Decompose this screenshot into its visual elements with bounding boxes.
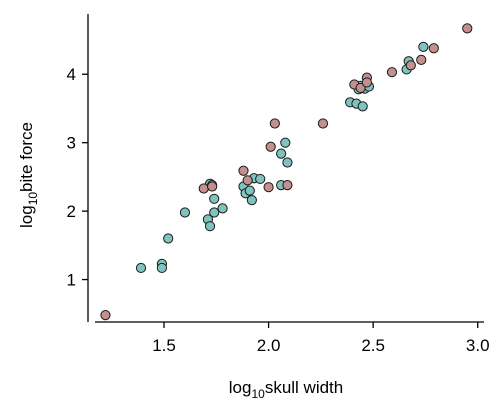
data-point — [135, 262, 147, 274]
data-point — [265, 141, 276, 152]
data-point — [238, 165, 249, 176]
y-axis-title-suffix: bite force — [17, 122, 36, 192]
x-tick-label: 2.0 — [257, 336, 281, 355]
x-axis-title-prefix: log — [229, 378, 252, 397]
y-tick-label: 1 — [67, 271, 76, 290]
data-point — [263, 182, 274, 193]
data-point — [244, 185, 255, 196]
y-tick-label: 3 — [67, 134, 76, 153]
data-point — [255, 173, 266, 185]
y-tick-label: 4 — [67, 65, 76, 84]
data-point — [428, 43, 439, 54]
data-point — [269, 118, 280, 129]
data-point — [418, 41, 429, 52]
x-tick-label: 1.5 — [152, 336, 176, 355]
y-axis-title: log10bite force — [17, 122, 40, 228]
data-point — [357, 101, 368, 112]
x-axis-title-subscript: 10 — [251, 387, 265, 401]
y-axis-ticks: 1 2 3 4 — [67, 65, 88, 290]
x-axis-title-suffix: skull width — [265, 378, 343, 397]
data-point — [209, 193, 220, 204]
x-axis-title: log10skull width — [229, 378, 343, 401]
data-point — [217, 203, 228, 214]
data-point — [204, 221, 216, 232]
data-point — [242, 175, 253, 186]
data-point — [282, 180, 293, 191]
data-point — [100, 310, 111, 321]
data-point — [156, 262, 168, 274]
data-point — [462, 23, 473, 34]
data-point — [282, 157, 293, 168]
data-point — [198, 183, 209, 194]
data-point — [416, 54, 427, 65]
x-axis-ticks: 1.5 2.0 2.5 3.0 — [152, 322, 490, 355]
y-axis-title-prefix: log — [17, 205, 36, 228]
y-tick-label: 2 — [67, 202, 76, 221]
data-point — [276, 148, 287, 159]
data-point — [179, 207, 191, 218]
series-2-points — [100, 23, 473, 321]
data-point — [361, 77, 372, 88]
y-axis-title-subscript: 10 — [26, 192, 40, 206]
series-1-points — [135, 41, 429, 274]
data-point — [207, 181, 218, 192]
data-point — [317, 118, 329, 129]
data-point — [280, 137, 291, 148]
plot-area: 1.5 2.0 2.5 3.0 1 2 3 4 — [67, 14, 490, 355]
data-point — [246, 195, 257, 206]
x-tick-label: 3.0 — [466, 336, 490, 355]
data-point — [163, 233, 174, 244]
x-tick-label: 2.5 — [361, 336, 385, 355]
data-point — [386, 67, 398, 78]
data-point — [405, 60, 416, 71]
data-points — [100, 23, 473, 321]
data-point — [209, 207, 220, 218]
